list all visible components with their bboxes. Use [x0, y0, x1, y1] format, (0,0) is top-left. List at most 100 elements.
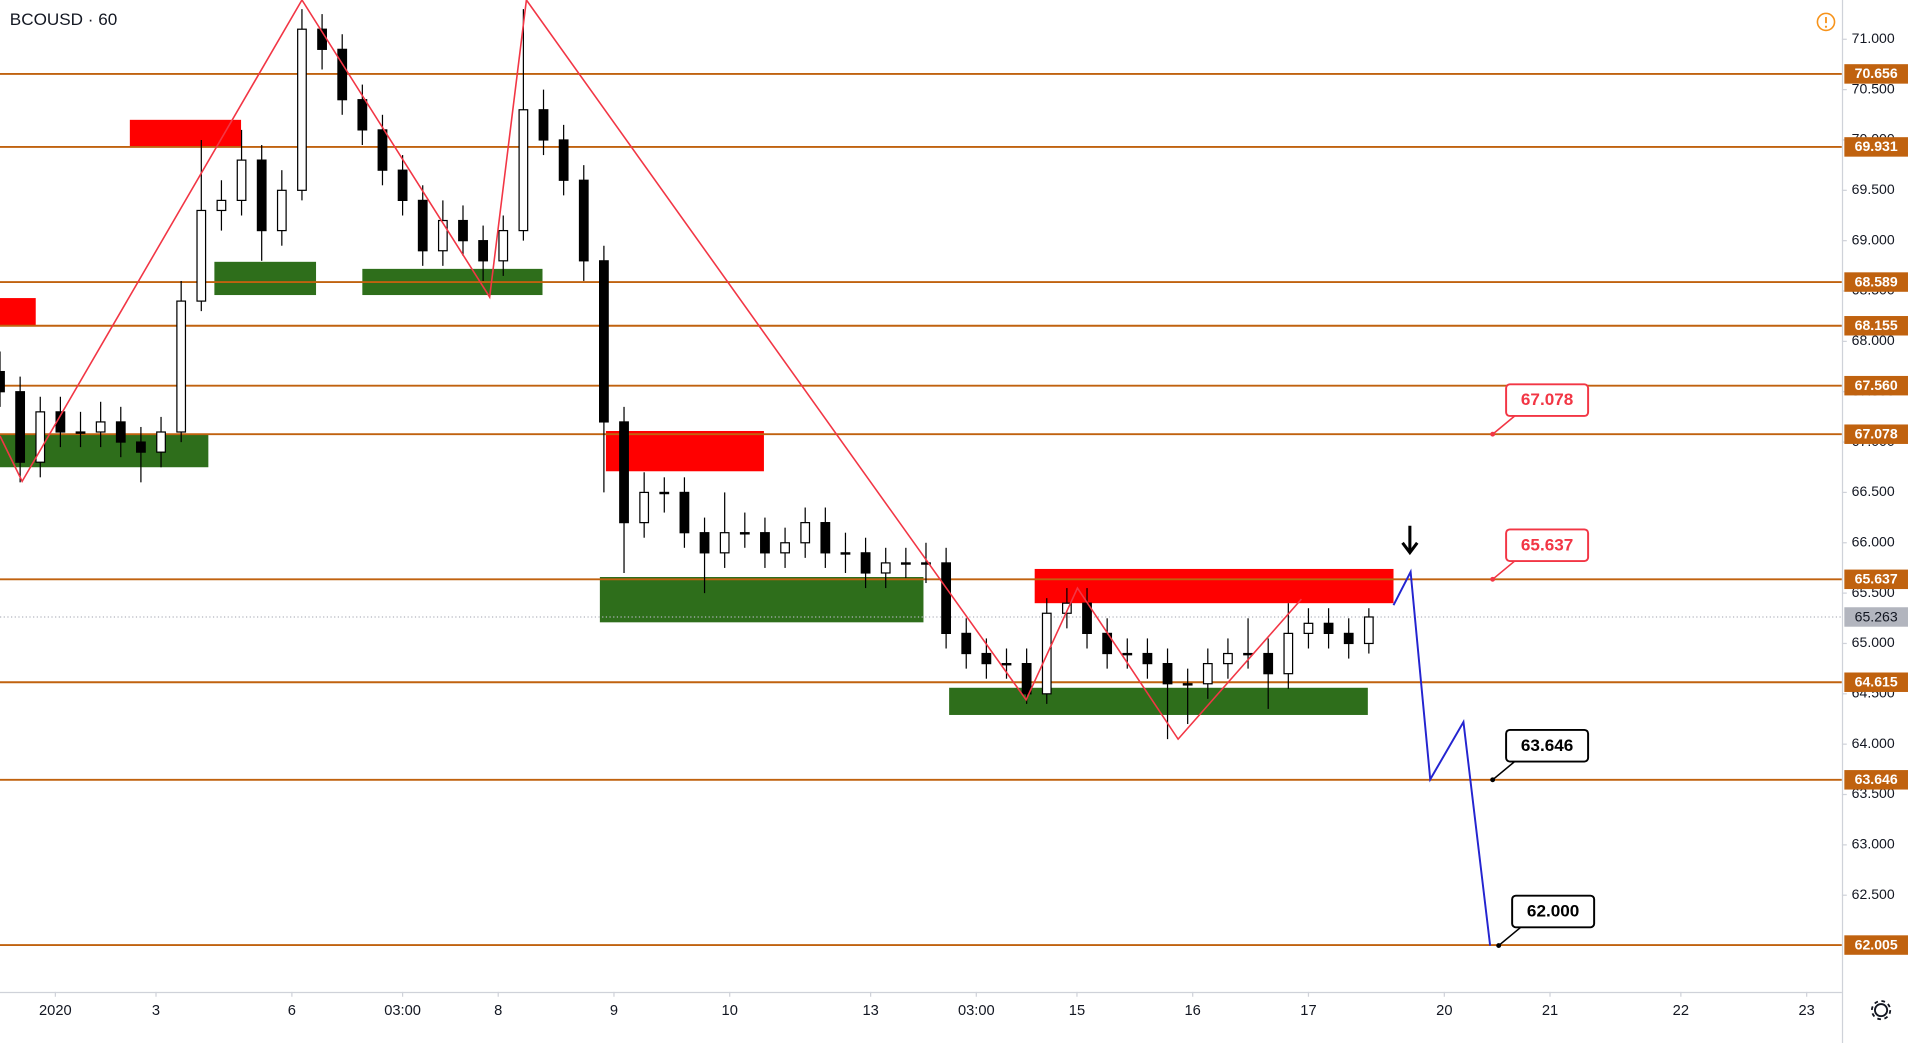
plot-area: [0, 0, 1842, 947]
candle-body: [941, 562, 952, 635]
candle-body: [216, 199, 227, 212]
zone: [0, 434, 209, 468]
candle-body: [619, 421, 629, 524]
candle-body: [1001, 662, 1012, 666]
warning-icon[interactable]: [1816, 12, 1836, 32]
candle-body: [1061, 602, 1072, 614]
candle-body: [498, 229, 509, 262]
candle-body: [558, 139, 569, 181]
zone: [129, 119, 242, 147]
candle-body: [75, 431, 86, 434]
zone: [0, 298, 36, 327]
candle-body: [518, 109, 529, 232]
callout-label: 65.637: [1521, 535, 1573, 554]
candle-body: [357, 99, 368, 131]
x-tick-label: 2020: [39, 1003, 72, 1019]
candle-body: [136, 441, 146, 453]
candle-body: [176, 300, 187, 433]
level-label: 67.078: [1855, 426, 1898, 442]
y-tick-label: 70.500: [1852, 80, 1895, 96]
level-label-box: [1844, 672, 1908, 692]
candle-body: [921, 562, 931, 565]
zone: [605, 430, 764, 472]
candle-body: [1303, 622, 1314, 635]
axes: 62.50063.00063.50064.00064.50065.00065.5…: [39, 30, 1908, 1019]
callout-label: 63.646: [1521, 736, 1573, 755]
candle-body: [115, 421, 126, 443]
candle-body: [1323, 622, 1334, 635]
level-label: 64.615: [1855, 674, 1898, 690]
candle-body: [981, 652, 992, 665]
callout-label: 62.000: [1527, 902, 1579, 921]
x-tick-label: 6: [288, 1003, 296, 1019]
candle-body: [860, 552, 871, 574]
callout-anchor: [1490, 777, 1496, 783]
x-tick-label: 03:00: [958, 1003, 995, 1019]
y-tick-label: 64.000: [1852, 735, 1895, 751]
candle-body: [739, 532, 750, 535]
y-tick-label: 65.000: [1852, 634, 1895, 650]
last-price-label: 65.263: [1855, 608, 1898, 624]
x-tick-label: 3: [152, 1003, 160, 1019]
candle-body: [1343, 632, 1354, 645]
candle-body: [961, 632, 972, 655]
callout-box: [1511, 894, 1596, 929]
candle-body: [800, 522, 811, 544]
level-label-box: [1844, 316, 1908, 336]
x-tick-label: 22: [1673, 1003, 1689, 1019]
candle-body: [95, 421, 106, 433]
y-tick-label: 69.000: [1852, 231, 1895, 247]
level-label: 69.931: [1855, 138, 1898, 154]
zone: [214, 261, 317, 296]
candle-body: [639, 491, 650, 524]
y-tick-label: 68.000: [1852, 332, 1895, 348]
candle-body: [880, 562, 891, 574]
y-tick-label: 69.500: [1852, 181, 1895, 197]
candle-body: [820, 522, 831, 554]
y-tick-label: 71.000: [1852, 30, 1895, 46]
candle-body: [679, 491, 690, 534]
callout-pointer: [1498, 926, 1522, 947]
level-label-box: [1844, 770, 1908, 790]
level-label-box: [1844, 272, 1908, 292]
candle-body: [1182, 683, 1193, 686]
candle-body: [760, 532, 770, 554]
callout-anchor: [1490, 576, 1496, 582]
candle-body: [196, 209, 207, 302]
candle-body: [377, 129, 388, 171]
settings-icon[interactable]: [1870, 1000, 1892, 1021]
candle-body: [1122, 652, 1133, 656]
candle-body: [1223, 652, 1233, 665]
level-label: 68.589: [1855, 273, 1898, 289]
callout-box: [1505, 528, 1590, 563]
level-label: 68.155: [1855, 317, 1898, 333]
projection-line: [1392, 568, 1492, 946]
level-label-box: [1844, 935, 1908, 955]
callout-pointer: [1492, 415, 1516, 435]
x-tick-label: 03:00: [384, 1003, 421, 1019]
x-tick-label: 9: [610, 1003, 618, 1019]
candle-body: [578, 179, 589, 262]
candle-body: [599, 260, 609, 423]
level-label: 70.656: [1855, 65, 1898, 81]
symbol-title: BCOUSD · 60: [10, 10, 118, 29]
x-tick-label: 20: [1436, 1003, 1452, 1019]
candle-body: [719, 532, 730, 554]
candle-body: [1202, 662, 1213, 685]
x-tick-label: 15: [1069, 1003, 1085, 1019]
zigzag-line: [0, 0, 1303, 741]
level-label-box: [1844, 137, 1908, 157]
candle-body: [437, 219, 448, 252]
x-tick-label: 10: [722, 1003, 738, 1019]
candle-body: [156, 431, 166, 453]
candle-body: [276, 189, 287, 232]
candle-body: [297, 28, 307, 191]
callout-label: 67.078: [1521, 390, 1573, 409]
callout-box: [1505, 728, 1590, 763]
level-label: 62.005: [1855, 936, 1898, 952]
candle-body: [900, 562, 911, 565]
level-label: 65.637: [1855, 571, 1898, 587]
x-tick-label: 21: [1542, 1003, 1558, 1019]
